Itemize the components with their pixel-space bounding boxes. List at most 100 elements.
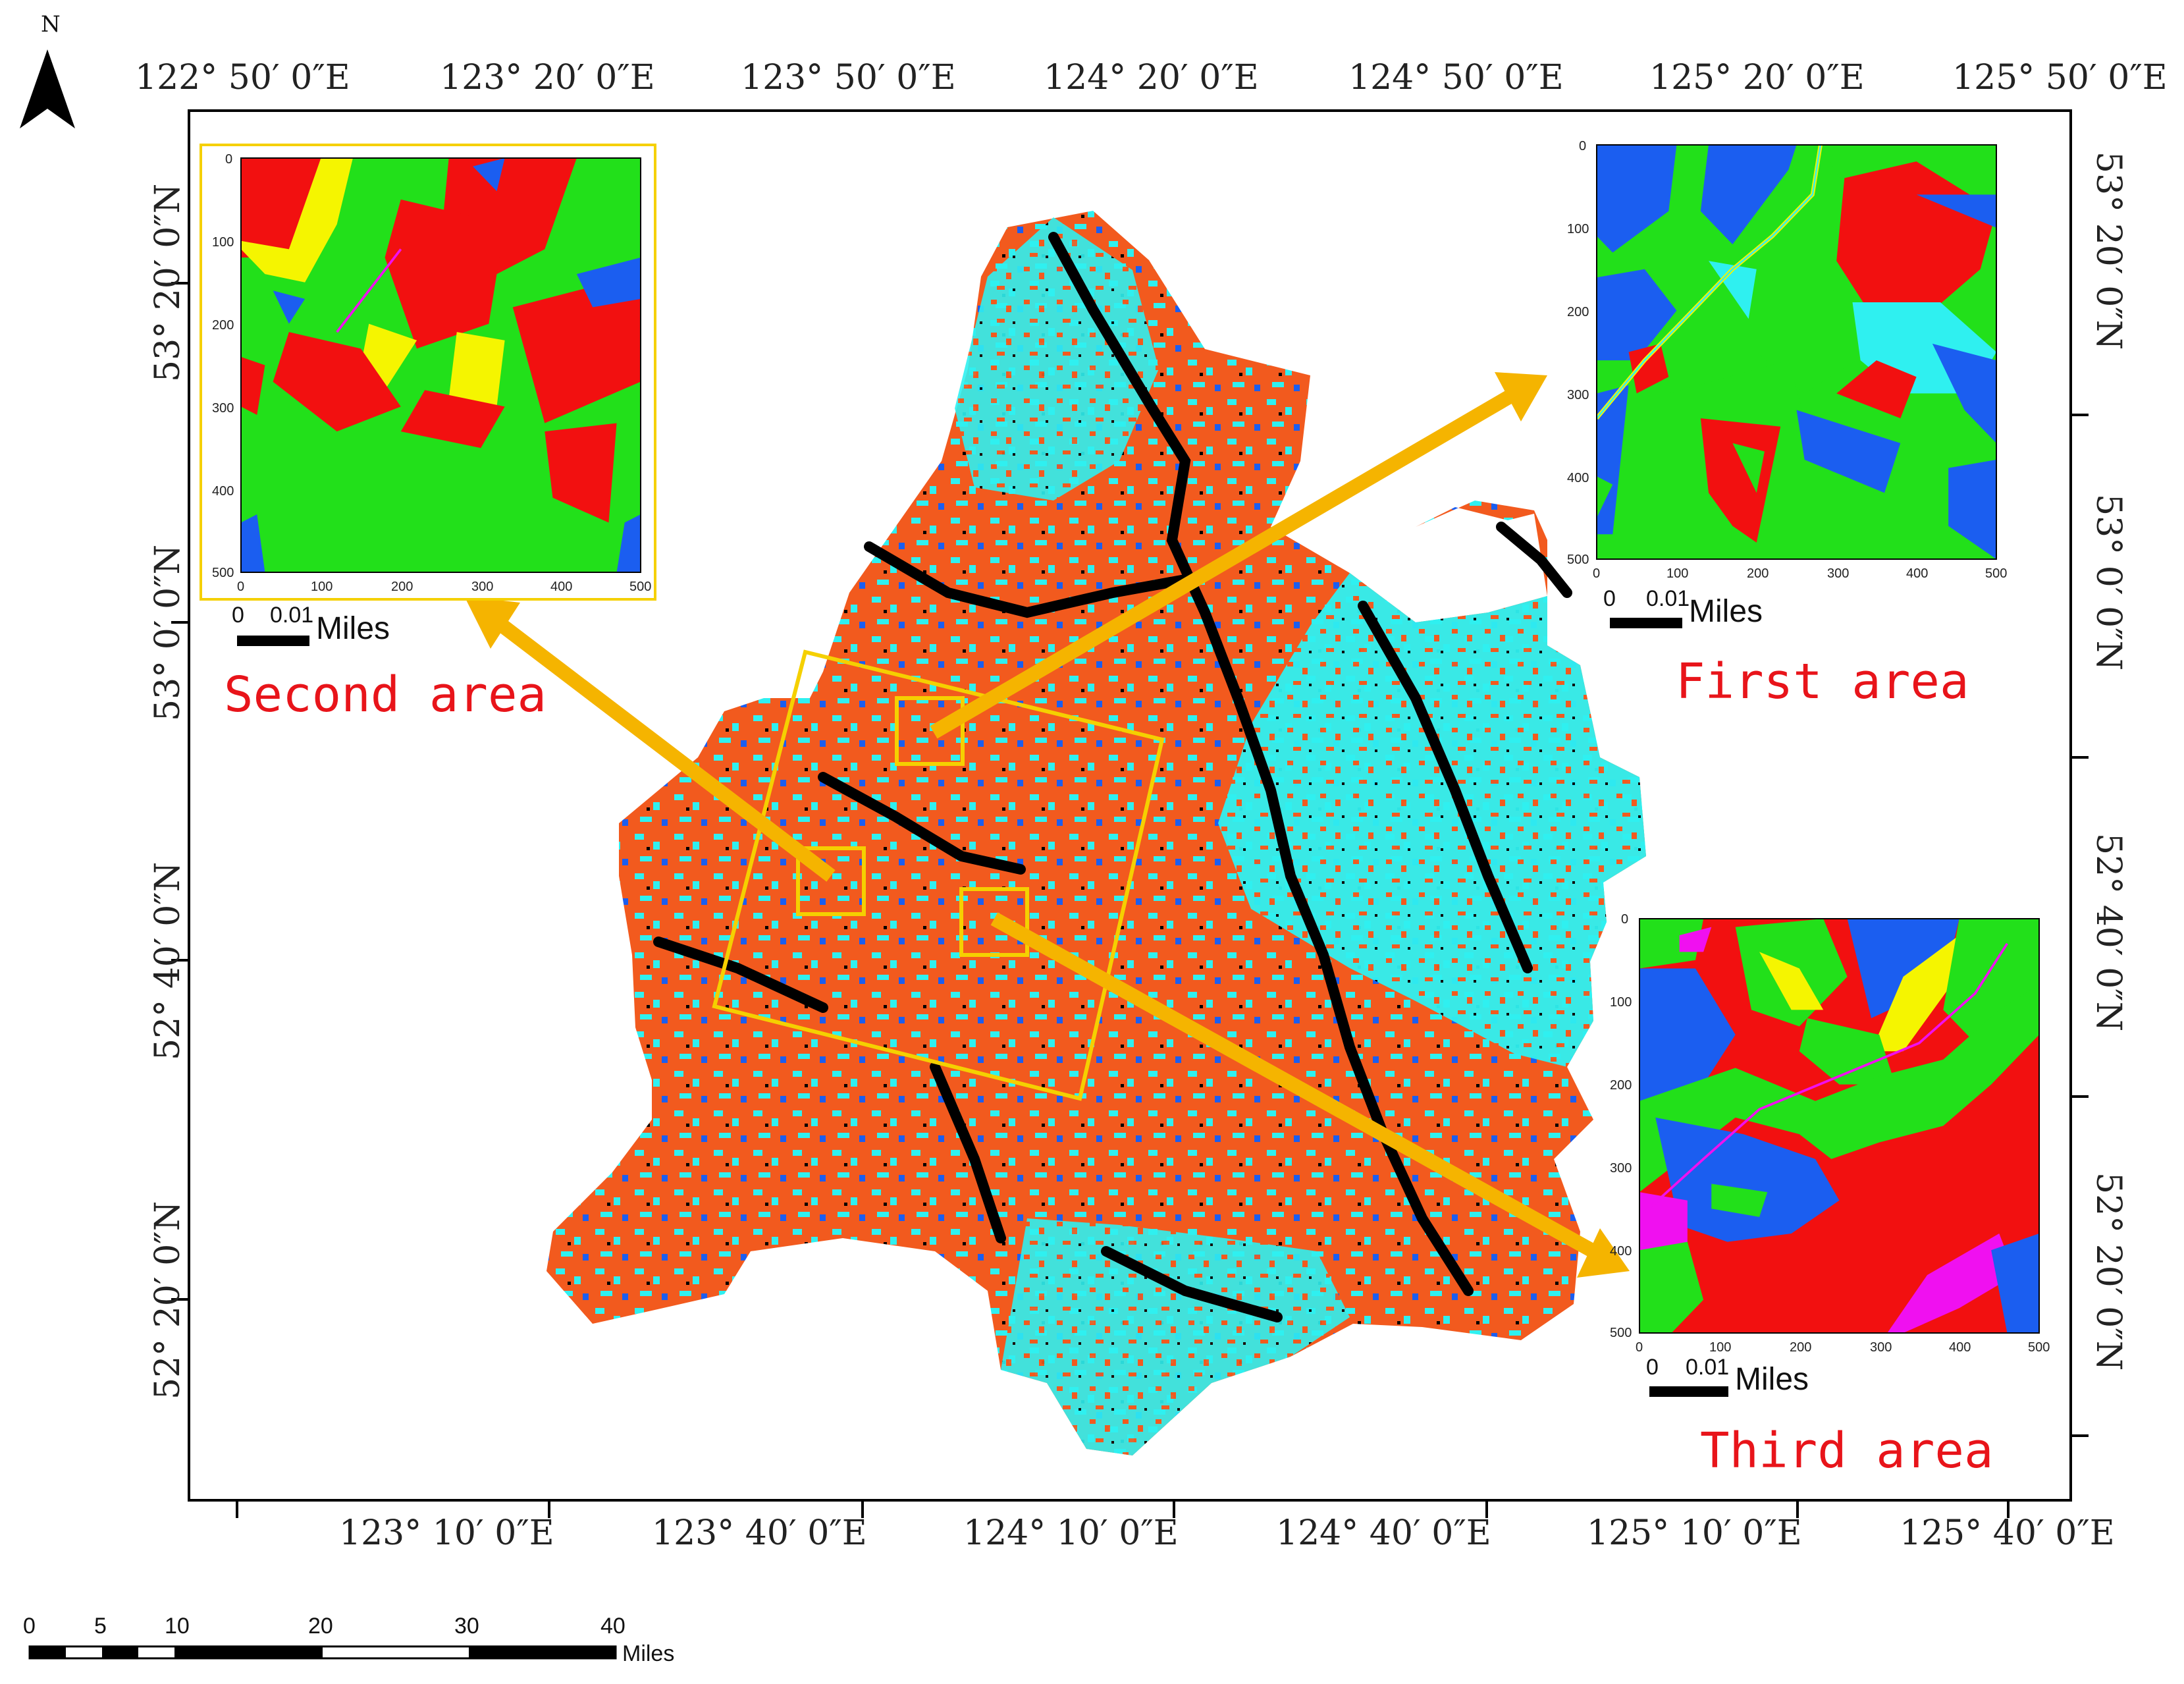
- bottom-tick-label: 123° 10′ 0″E: [339, 1513, 554, 1553]
- scale-label: 5: [94, 1614, 107, 1639]
- inset-y-tick: 0: [1621, 912, 1628, 927]
- top-tick-label: 123° 50′ 0″E: [741, 58, 956, 97]
- study-area-polygon: [546, 211, 1646, 1455]
- inset-x-tick: 200: [1790, 1340, 1811, 1355]
- inset-y-tick: 300: [212, 401, 234, 416]
- bottom-coordinate-labels: 123° 10′ 0″E 123° 40′ 0″E 124° 10′ 0″E 1…: [339, 1513, 2115, 1553]
- selection-frames: [712, 649, 1165, 1101]
- arrow-to-first-area-head: [1495, 372, 1547, 421]
- north-arrow-icon: N: [20, 11, 75, 128]
- inset-y-tick: 100: [1567, 222, 1589, 236]
- bottom-tick-label: 123° 40′ 0″E: [652, 1513, 867, 1553]
- callout-arrows: [464, 372, 1630, 1278]
- inset-x-tick: 300: [1870, 1340, 1892, 1355]
- scale-label: 30: [454, 1614, 479, 1639]
- inset-scale-zero: 0: [1646, 1355, 1659, 1380]
- inset-y-tick: 500: [1610, 1326, 1632, 1340]
- inset-y-tick: 300: [1610, 1161, 1632, 1176]
- inset-y-tick: 300: [1567, 388, 1589, 402]
- frame-ticks: [171, 282, 2089, 1518]
- left-tick-label: 52° 40′ 0″N: [148, 862, 188, 1060]
- right-tick-label: 52° 20′ 0″N: [2089, 1172, 2128, 1371]
- right-tick-label: 53° 0′ 0″N: [2089, 494, 2128, 670]
- arrow-to-third-area-head: [1577, 1228, 1630, 1278]
- inset-x-tick: 400: [1949, 1340, 1971, 1355]
- inset-x-tick: 300: [1827, 566, 1849, 581]
- inset-y-tick: 400: [1567, 471, 1589, 485]
- left-tick-label: 53° 0′ 0″N: [148, 545, 188, 721]
- inset-scale-unit: Miles: [1735, 1362, 1809, 1397]
- large-selection-frame: [712, 649, 1165, 1101]
- river-network: [653, 232, 1572, 1322]
- third-area-frame: [959, 887, 1029, 957]
- top-tick-label: 125° 20′ 0″E: [1649, 58, 1865, 97]
- left-tick-label: 52° 20′ 0″N: [148, 1201, 188, 1399]
- inset-y-tick: 100: [212, 235, 234, 250]
- inset-y-tick: 400: [1610, 1244, 1632, 1259]
- inset-scale-unit: Miles: [1689, 594, 1763, 629]
- inset-x-tick: 400: [1906, 566, 1928, 581]
- inset-first-area: 0 100 200 300 400 500 0 100 200 300 400 …: [1567, 139, 2007, 710]
- inset-y-tick: 200: [212, 318, 234, 333]
- inset-x-tick: 500: [2028, 1340, 2050, 1355]
- inset-y-tick: 0: [1579, 139, 1586, 153]
- inset-x-tick: 0: [237, 580, 244, 594]
- inset-x-tick: 100: [1709, 1340, 1731, 1355]
- inset-y-tick: 400: [212, 484, 234, 499]
- bottom-tick-label: 125° 40′ 0″E: [1900, 1513, 2115, 1553]
- inset-scale-zero: 0: [1603, 586, 1616, 611]
- first-area-image: [1597, 145, 1996, 559]
- cyan-region-south: [1001, 1218, 1350, 1455]
- third-area-image: [1639, 919, 2039, 1333]
- right-tick-label: 52° 40′ 0″N: [2089, 833, 2128, 1031]
- inset-y-tick: 0: [225, 152, 232, 167]
- inset-x-tick: 400: [550, 580, 572, 594]
- inset-scale-unit: Miles: [316, 611, 390, 646]
- inset-second-area: 0 100 200 300 400 500 0 100 200 300 400 …: [200, 144, 656, 723]
- scale-label: 20: [308, 1614, 333, 1639]
- study-area-map: [546, 211, 1646, 1455]
- left-coordinate-labels: 53° 20′ 0″N 53° 0′ 0″N 52° 40′ 0″N 52° 2…: [148, 184, 188, 1399]
- arrow-to-second-area-head: [464, 596, 520, 649]
- inset-scale-value: 0.01: [1686, 1355, 1729, 1380]
- bottom-tick-label: 125° 10′ 0″E: [1587, 1513, 1802, 1553]
- second-area-image: [241, 158, 641, 572]
- top-coordinate-labels: 122° 50′ 0″E 123° 20′ 0″E 123° 50′ 0″E 1…: [135, 58, 2168, 97]
- top-tick-label: 122° 50′ 0″E: [135, 58, 350, 97]
- scale-unit: Miles: [622, 1641, 674, 1666]
- inset-scale-value: 0.01: [270, 603, 313, 628]
- inset-x-tick: 200: [391, 580, 413, 594]
- arrow-to-second-area: [489, 613, 836, 882]
- left-tick-label: 53° 20′ 0″N: [148, 184, 188, 382]
- inset-y-tick: 200: [1567, 305, 1589, 319]
- inset-x-tick: 100: [1666, 566, 1688, 581]
- cyan-region: [1218, 573, 1646, 1067]
- top-tick-label: 124° 50′ 0″E: [1348, 58, 1564, 97]
- arrow-to-first-area: [930, 385, 1522, 739]
- inset-x-tick: 300: [471, 580, 493, 594]
- inset-scale-zero: 0: [232, 603, 244, 628]
- inset-x-tick: 500: [629, 580, 651, 594]
- inset-y-tick: 500: [212, 566, 234, 580]
- north-label: N: [41, 11, 61, 38]
- first-area-label: First area: [1676, 653, 1969, 710]
- top-tick-label: 125° 50′ 0″E: [1952, 58, 2168, 97]
- top-tick-label: 123° 20′ 0″E: [440, 58, 655, 97]
- inset-x-tick: 0: [1636, 1340, 1643, 1355]
- scale-label: 10: [165, 1614, 190, 1639]
- cyan-region-north: [955, 217, 1159, 501]
- inset-y-tick: 500: [1567, 553, 1589, 567]
- inset-x-tick: 500: [1985, 566, 2007, 581]
- inset-y-tick: 200: [1610, 1078, 1632, 1093]
- third-area-label: Third area: [1700, 1423, 1994, 1479]
- scale-bar: 0 5 10 20 30 40 Miles: [23, 1614, 674, 1666]
- right-tick-label: 53° 20′ 0″N: [2089, 151, 2128, 350]
- arrow-to-third-area: [990, 912, 1597, 1258]
- inset-x-tick: 100: [311, 580, 333, 594]
- scale-label: 40: [600, 1614, 626, 1639]
- right-coordinate-labels: 53° 20′ 0″N 53° 0′ 0″N 52° 40′ 0″N 52° 2…: [2089, 151, 2128, 1371]
- inset-x-tick: 0: [1593, 566, 1600, 581]
- first-area-frame: [895, 696, 965, 766]
- inset-x-tick: 200: [1747, 566, 1769, 581]
